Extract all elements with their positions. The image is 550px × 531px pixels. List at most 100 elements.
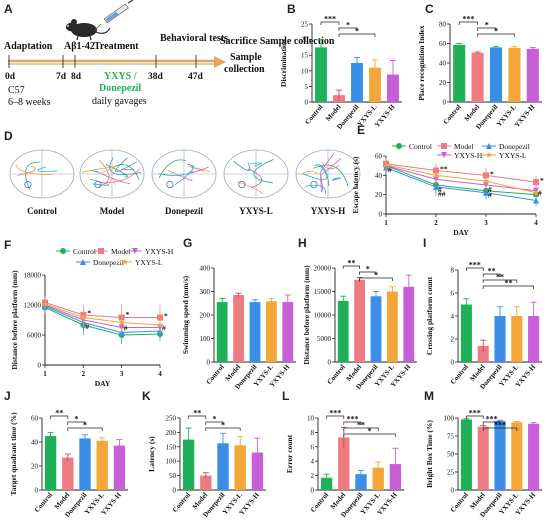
series-donepezil <box>383 160 539 207</box>
panel-letter-m: M <box>424 389 434 403</box>
x-tick-label: 2 <box>434 219 438 227</box>
bar-donepezil <box>355 474 367 490</box>
y-tick-label: 2 <box>311 472 315 480</box>
marker-triangle <box>80 259 86 265</box>
step-abeta: Aβ1-42 <box>64 41 95 52</box>
step-treatment: Treatment <box>94 41 139 52</box>
significance-bracket <box>482 285 534 289</box>
y-tick-label: 300 <box>200 288 211 296</box>
significance-label: * <box>83 421 87 430</box>
bar-control <box>315 47 327 102</box>
timeline-arrow <box>8 55 226 68</box>
annotation: ** <box>440 165 448 174</box>
x-tick-label: 4 <box>534 219 538 227</box>
marker-square <box>441 143 447 149</box>
panel-letter-l: L <box>282 389 289 403</box>
bar-yxys-l <box>511 316 523 362</box>
significance-label: ** <box>193 409 201 418</box>
bar-donepezil <box>79 438 91 490</box>
significance-bracket <box>338 33 376 37</box>
platform-marker <box>24 180 32 189</box>
trajectory-label: Donepezil <box>165 206 203 216</box>
step-behavioral: Behavioral tests <box>160 33 228 44</box>
swim-path <box>313 164 349 187</box>
y-tick-label: 10 <box>307 415 315 423</box>
series-line <box>44 307 161 336</box>
swim-path <box>233 160 251 172</box>
y-axis-label: Target quadrant time (%) <box>9 412 18 496</box>
y-axis-label: Escape latency (s) <box>351 156 360 214</box>
bar-control <box>216 302 228 362</box>
series-yxys-l <box>41 298 164 334</box>
panel-letter-j: J <box>4 389 11 403</box>
y-tick-label: 4 <box>451 313 455 321</box>
day-8: 8d <box>71 72 82 82</box>
y-tick-label: 6 <box>451 290 455 298</box>
y-tick-label: 10 <box>301 67 309 75</box>
marker-star <box>485 151 493 158</box>
bar-control <box>453 44 466 102</box>
bar-donepezil <box>249 302 261 362</box>
sample-collection: Sample <box>230 52 262 63</box>
panel-d: D Control Model Donepezil YXYS-L YXYS-H <box>4 129 361 216</box>
significance-label: ** <box>347 259 355 268</box>
y-tick-label: 6000 <box>27 332 42 340</box>
y-tick-label: 0 <box>451 487 455 495</box>
swim-path <box>109 157 142 176</box>
bar-model <box>233 295 245 362</box>
y-axis-label: Crossing platform count <box>425 276 434 355</box>
series-line <box>385 167 537 201</box>
bar-control <box>460 304 472 362</box>
legend-label: Donepezil <box>499 142 530 151</box>
significance-bracket <box>205 421 224 425</box>
panel-letter-d: D <box>4 129 13 143</box>
series-yxys-h <box>42 299 163 339</box>
annotation: ## <box>438 190 446 199</box>
marker-square <box>98 248 104 254</box>
swim-path <box>319 153 342 175</box>
significance-bracket <box>482 279 518 283</box>
significance-bracket <box>343 427 379 431</box>
y-tick-label: 0 <box>38 362 42 370</box>
panel-letter-b: B <box>287 2 296 16</box>
age-label: 6–8 weeks <box>8 97 51 108</box>
x-tick-label: Control <box>171 491 192 514</box>
treatment-yxys: YXYS / <box>104 71 137 82</box>
y-tick-label: 25 <box>447 469 455 477</box>
platform-marker <box>166 180 174 189</box>
panel-letter-e: E <box>357 123 365 137</box>
y-tick-label: 2 <box>451 336 455 344</box>
bar-donepezil <box>217 443 229 490</box>
annotation: # <box>488 185 492 194</box>
bar-control <box>44 436 57 490</box>
significance-label: * <box>346 21 350 30</box>
series-model <box>42 296 163 330</box>
y-tick-label: 0 <box>451 359 455 367</box>
bar-yxys-h <box>403 286 415 362</box>
treatment-note: daily gavages <box>92 96 147 107</box>
y-tick-label: 8 <box>451 267 455 275</box>
swim-path <box>250 162 262 167</box>
marker-triangle <box>533 197 539 204</box>
swim-path <box>92 170 99 172</box>
swim-path <box>300 170 319 176</box>
series-line <box>44 305 161 334</box>
y-tick-label: 0 <box>173 487 177 495</box>
significance-bracket <box>188 415 207 419</box>
legend-label: YXYS-H <box>454 151 483 160</box>
significance-label: * <box>494 27 498 36</box>
marker-star <box>482 177 490 184</box>
y-tick-label: 0 <box>305 99 309 107</box>
y-tick-label: 50 <box>169 472 177 480</box>
legend-label: YXYS-H <box>145 247 174 256</box>
annotation: # <box>388 166 392 175</box>
y-tick-label: 10000 <box>314 312 332 320</box>
legend: Control Model YXYS-H Donepezil YXYS-L <box>56 247 174 267</box>
day-7: 7d <box>56 72 67 82</box>
y-tick-label: 250 <box>166 415 177 423</box>
trajectory-label: Control <box>27 206 57 216</box>
swim-path <box>81 166 115 173</box>
